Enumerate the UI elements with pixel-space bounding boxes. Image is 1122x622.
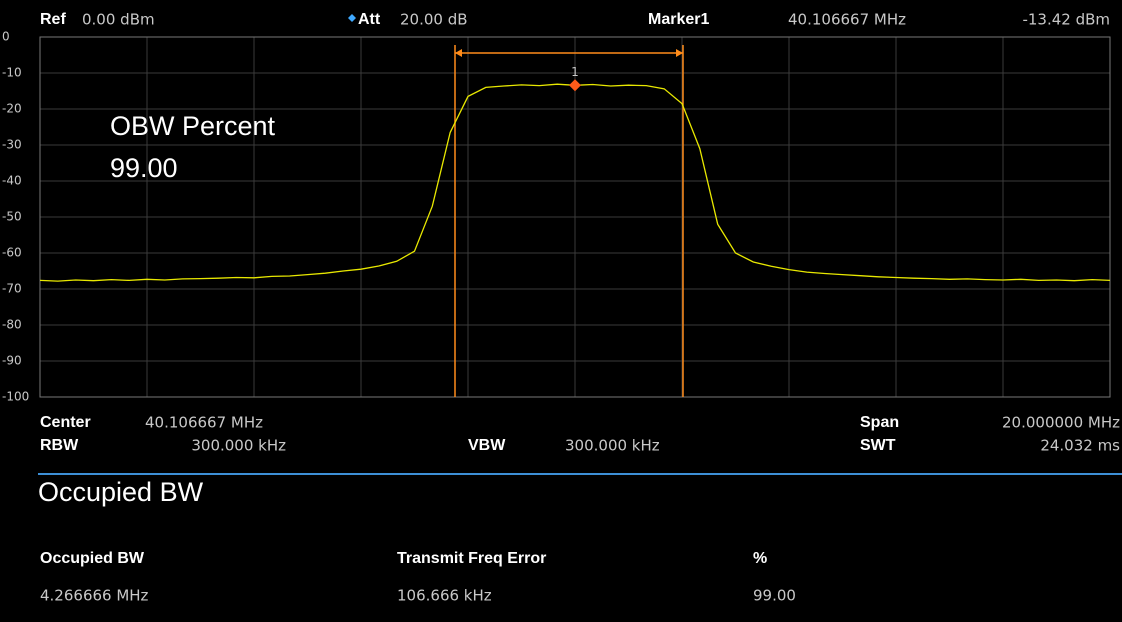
- y-tick-label: -100: [2, 390, 29, 404]
- marker: [569, 79, 581, 92]
- ref-value: 0.00 dBm: [82, 11, 155, 29]
- y-tick-label: -20: [2, 102, 22, 116]
- vbw-value: 300.000 kHz: [565, 437, 660, 455]
- att-icon: [348, 14, 356, 22]
- results-title: Occupied BW: [38, 477, 204, 507]
- att-label: Att: [358, 11, 381, 28]
- y-tick-label: -80: [2, 318, 22, 332]
- plot-frame: [39, 36, 1111, 398]
- att-value: 20.00 dB: [400, 11, 468, 29]
- result-value: 106.666 kHz: [397, 587, 492, 605]
- annotation: OBW Percent: [110, 111, 276, 141]
- y-tick-label: -70: [2, 282, 22, 296]
- y-tick-label: 0: [2, 30, 10, 44]
- column-header: Occupied BW: [40, 550, 145, 567]
- result-value: 99.00: [753, 587, 796, 605]
- center-value: 40.106667 MHz: [145, 414, 263, 432]
- column-header: Transmit Freq Error: [397, 550, 546, 567]
- y-tick-label: -30: [2, 138, 22, 152]
- swt-label: SWT: [860, 437, 896, 454]
- swt-value: 24.032 ms: [1040, 437, 1120, 455]
- y-tick-label: -10: [2, 66, 22, 80]
- marker-number: 1: [571, 65, 579, 79]
- rbw-value: 300.000 kHz: [191, 437, 286, 455]
- plot: 0 -10 -20 -30 -40 -50 -60 -70 -80 -90 -100 1: [2, 30, 1111, 404]
- y-tick-label: -40: [2, 174, 22, 188]
- vbw-label: VBW: [468, 437, 506, 454]
- y-tick-label: -50: [2, 210, 22, 224]
- marker-freq: 40.106667 MHz: [788, 11, 906, 29]
- y-tick-label: -90: [2, 354, 22, 368]
- y-tick-label: -60: [2, 246, 22, 260]
- ref-label: Ref: [40, 11, 66, 28]
- rbw-label: RBW: [40, 437, 79, 454]
- center-label: Center: [40, 414, 91, 431]
- span-label: Span: [860, 414, 899, 431]
- marker-amplitude: -13.42 dBm: [1022, 11, 1110, 29]
- column-header: %: [753, 550, 767, 567]
- marker-label: Marker1: [648, 11, 709, 28]
- annotation: 99.00: [110, 153, 178, 183]
- result-value: 4.266666 MHz: [40, 587, 149, 605]
- span-value: 20.000000 MHz: [1002, 414, 1120, 432]
